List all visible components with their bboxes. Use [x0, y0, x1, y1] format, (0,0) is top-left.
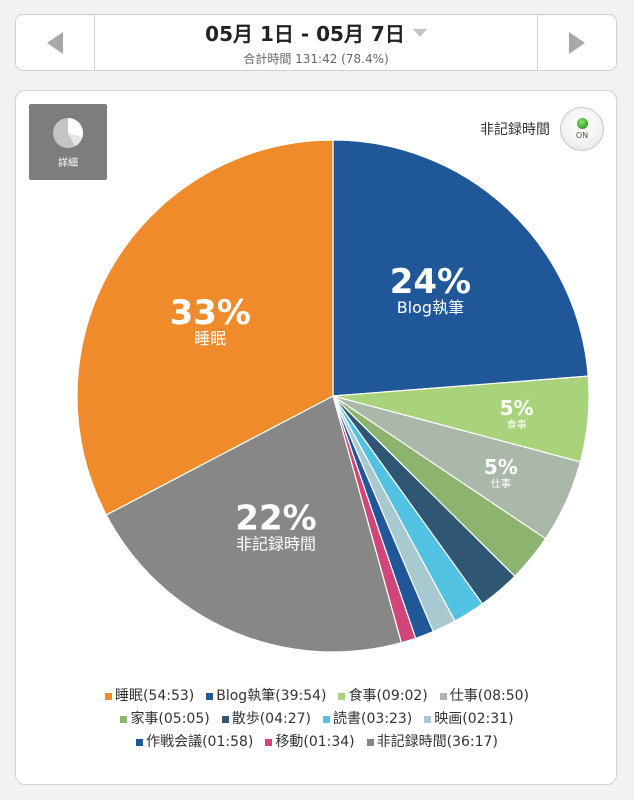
legend-label: Blog執筆(39:54) — [216, 688, 327, 704]
legend-item: 散歩(04:27) — [221, 708, 311, 731]
legend-swatch — [120, 716, 128, 723]
total-time-label: 合計時間 131:42 (78.4%) — [243, 52, 389, 66]
slice-label: 22%非記録時間 — [235, 499, 316, 554]
date-navigation-bar: 05月 1日 - 05月 7日 合計時間 131:42 (78.4%) — [15, 14, 617, 71]
slice-name-label: Blog執筆 — [397, 298, 464, 317]
slice-percent-label: 33% — [170, 293, 251, 333]
legend-swatch — [104, 693, 112, 700]
legend-swatch — [265, 739, 273, 746]
pie-slice — [332, 139, 589, 397]
slice-label: 5%食事 — [500, 396, 534, 431]
slice-percent-label: 5% — [484, 455, 518, 479]
date-range-selector[interactable]: 05月 1日 - 05月 7日 合計時間 131:42 (78.4%) — [95, 15, 537, 70]
previous-week-button[interactable] — [16, 15, 95, 70]
legend-item: 読書(03:23) — [323, 708, 412, 731]
legend-row: 作戦会議(01:58) 移動(01:34) 非記録時間(36:17) — [16, 731, 618, 754]
unrecorded-time-toggle[interactable]: ON — [560, 107, 604, 151]
chart-card: 24% Blog執筆 5% 食事 5% 仕事 22% 非記録時間 33% 睡眠 詳細 非記録時間 … — [15, 90, 617, 785]
slice-label: 5%仕事 — [484, 455, 518, 490]
legend-row: 家事(05:05) 散歩(04:27) 読書(03:23) 映画(02:31) — [16, 708, 618, 731]
legend-label: 睡眠(54:53) — [114, 688, 195, 704]
slice-name-label: 仕事 — [491, 477, 511, 490]
slice-name-label: 睡眠 — [194, 329, 226, 348]
legend-item: 移動(01:34) — [265, 731, 355, 754]
pie-slice — [105, 395, 403, 653]
chart-legend: 睡眠(54:53) Blog執筆(39:54) 食事(09:02) 仕事(08:… — [16, 685, 618, 754]
legend-label: 作戦会議(01:58) — [146, 734, 254, 750]
legend-label: 散歩(04:27) — [231, 711, 311, 727]
legend-item: 睡眠(54:53) — [104, 685, 195, 708]
pie-slice — [76, 139, 334, 516]
slice-percent-label: 22% — [235, 499, 316, 539]
legend-swatch — [136, 739, 144, 746]
pie-chart-icon — [53, 117, 84, 148]
legend-item: 食事(09:02) — [338, 685, 428, 708]
legend-label: 移動(01:34) — [275, 734, 355, 750]
slice-percent-label: 5% — [500, 396, 534, 420]
detail-button[interactable]: 詳細 — [29, 104, 107, 180]
legend-row: 睡眠(54:53) Blog執筆(39:54) 食事(09:02) 仕事(08:… — [16, 685, 618, 708]
slice-name-label: 食事 — [507, 418, 527, 431]
legend-label: 仕事(08:50) — [449, 688, 530, 704]
slice-label: 33%睡眠 — [170, 293, 251, 348]
unrecorded-time-toggle-area: 非記録時間 ON — [480, 107, 604, 151]
legend-item: 家事(05:05) — [120, 708, 210, 731]
unrecorded-time-label: 非記録時間 — [480, 122, 550, 138]
legend-item: 映画(02:31) — [424, 708, 514, 731]
date-range-label: 05月 1日 - 05月 7日 — [205, 22, 405, 46]
legend-item: 作戦会議(01:58) — [136, 731, 253, 754]
legend-swatch — [439, 693, 447, 700]
dropdown-caret-icon — [412, 28, 427, 37]
legend-label: 食事(09:02) — [348, 688, 428, 704]
legend-label: 読書(03:23) — [333, 711, 413, 727]
arrow-right-icon — [569, 31, 585, 54]
legend-swatch — [366, 739, 374, 746]
status-led-icon — [576, 118, 588, 129]
legend-swatch — [323, 716, 330, 723]
legend-item: 非記録時間(36:17) — [366, 731, 498, 754]
slice-name-label: 非記録時間 — [236, 535, 316, 554]
slice-label: 24%Blog執筆 — [390, 262, 471, 317]
slice-percent-label: 24% — [390, 262, 471, 302]
legend-label: 家事(05:05) — [130, 711, 210, 727]
legend-label: 映画(02:31) — [434, 711, 514, 727]
arrow-left-icon — [47, 31, 63, 54]
detail-label: 詳細 — [58, 157, 78, 169]
legend-swatch — [221, 716, 229, 723]
legend-item: 仕事(08:50) — [439, 685, 530, 708]
legend-item: Blog執筆(39:54) — [206, 685, 326, 708]
legend-swatch — [338, 693, 346, 700]
legend-swatch — [206, 693, 214, 700]
next-week-button[interactable] — [537, 15, 616, 70]
legend-swatch — [424, 716, 432, 723]
toggle-state-label: ON — [575, 131, 589, 140]
legend-label: 非記録時間(36:17) — [376, 734, 498, 750]
